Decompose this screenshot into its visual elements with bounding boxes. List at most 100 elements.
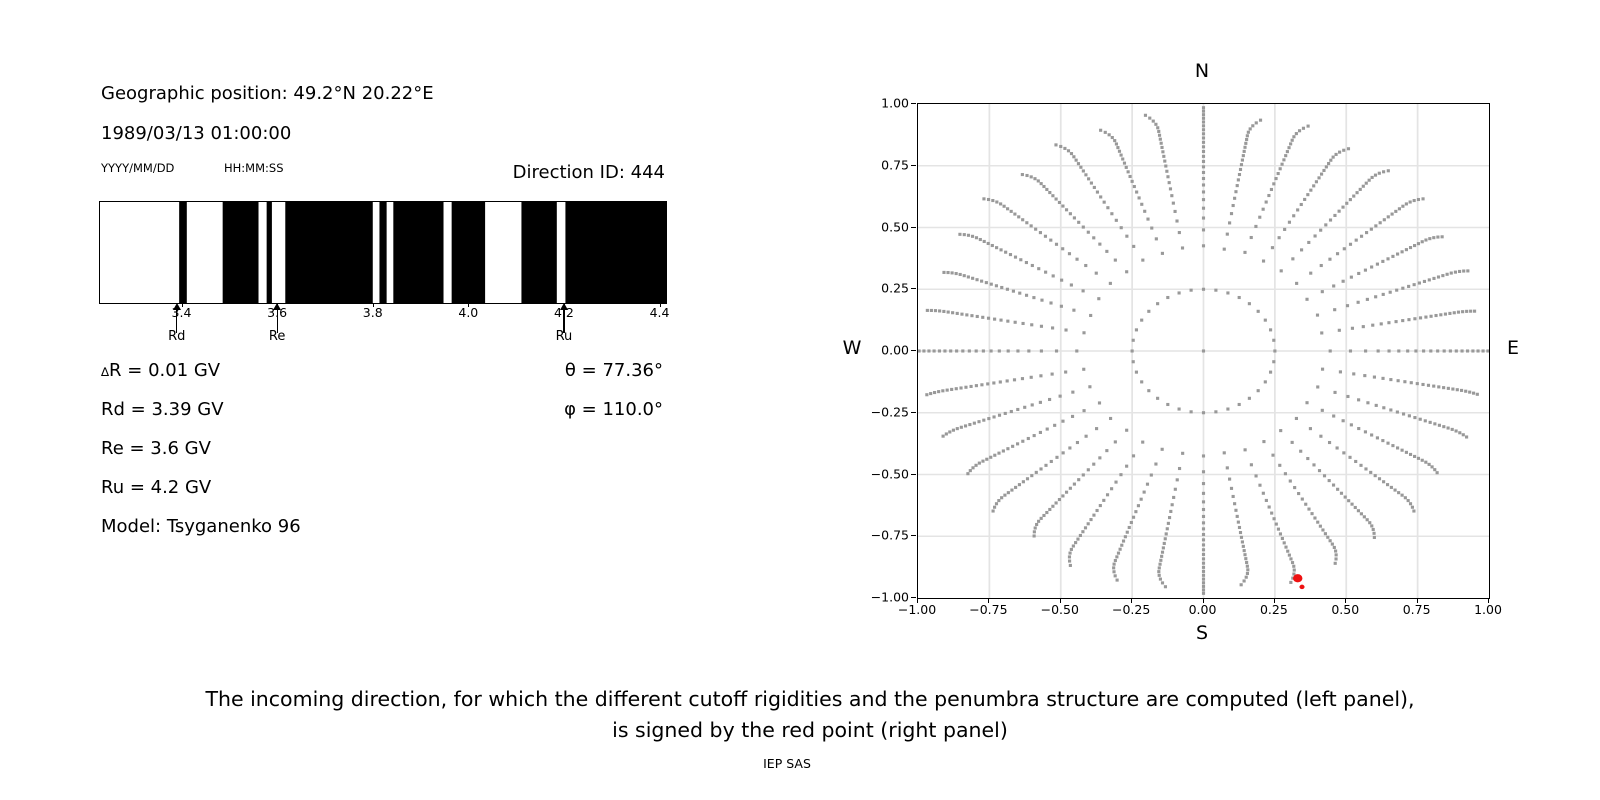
spoke-dot (1299, 248, 1304, 252)
compass-south-label: S (1195, 622, 1209, 644)
spoke-dot (1442, 349, 1446, 353)
scatter-y-tick (911, 411, 916, 413)
spoke-dot (1201, 149, 1206, 154)
spoke-dot (1129, 520, 1133, 525)
spoke-dot (1292, 572, 1296, 576)
ring-dot (1256, 309, 1260, 313)
spoke-dot (1033, 526, 1037, 530)
spoke-dot (1320, 408, 1324, 412)
spoke-dot (1081, 289, 1085, 293)
spoke-dot (986, 241, 990, 246)
spoke-dot (1124, 165, 1128, 169)
spoke-dot (1370, 175, 1374, 179)
spoke-dot (1237, 525, 1242, 530)
spoke-dot (1149, 473, 1153, 477)
spoke-dot (1092, 462, 1096, 466)
spoke-dot (958, 272, 962, 277)
spoke-dot (1465, 349, 1470, 353)
spoke-dot (1332, 545, 1336, 549)
spoke-dot (1348, 349, 1353, 353)
spoke-dot (1166, 175, 1170, 179)
spoke-dot (1006, 207, 1010, 211)
spoke-dot (986, 382, 990, 386)
scatter-x-tick (1488, 598, 1489, 603)
spoke-dot (1201, 128, 1206, 132)
spoke-dot (1368, 521, 1372, 525)
scatter-y-tick-label: −1.00 (870, 589, 909, 605)
spoke-dot (1317, 176, 1321, 180)
spoke-dot (1082, 331, 1086, 335)
spoke-dot (1242, 579, 1246, 583)
spoke-dot (1165, 527, 1169, 531)
spoke-dot (1241, 544, 1245, 548)
spoke-dot (1312, 463, 1316, 467)
spoke-dot (1068, 563, 1072, 567)
spoke-dot (1201, 577, 1206, 581)
spoke-dot (1348, 455, 1352, 459)
spoke-dot (1407, 414, 1411, 418)
spoke-dot (1064, 328, 1068, 332)
spoke-dot (1333, 390, 1337, 394)
spoke-dot (950, 271, 954, 275)
spoke-dot (1279, 269, 1283, 273)
spoke-dot (1245, 571, 1250, 576)
spoke-dot (941, 389, 945, 393)
spoke-dot (1412, 198, 1416, 203)
arrow-shaft (276, 309, 278, 333)
spoke-dot (962, 274, 966, 278)
ring-dot (1201, 287, 1206, 291)
spoke-dot (1422, 279, 1427, 283)
spoke-dot (1345, 201, 1349, 205)
spoke-dot (1032, 296, 1036, 300)
spoke-dot (962, 233, 966, 237)
spoke-dot (1382, 480, 1386, 484)
spoke-dot (1373, 474, 1377, 478)
spoke-dot (1355, 191, 1359, 195)
spoke-dot (1053, 423, 1057, 427)
spoke-dot (1365, 231, 1369, 235)
spoke-dot (1407, 318, 1411, 322)
spoke-dot (1244, 557, 1248, 561)
spoke-dot (937, 349, 942, 353)
spoke-dot (1364, 467, 1368, 471)
spoke-dot (1303, 197, 1307, 201)
spoke-dot (1025, 173, 1029, 178)
spoke-dot (1072, 155, 1076, 159)
scatter-x-tick-label: 0.75 (1402, 602, 1431, 617)
spoke-dot (1254, 474, 1258, 478)
ring-dot (1237, 295, 1241, 300)
spoke-dot (1032, 534, 1036, 538)
spoke-dot (1243, 250, 1247, 254)
spoke-dot (1170, 194, 1174, 198)
spoke-dot (1054, 349, 1059, 353)
spoke-dot (1460, 349, 1464, 353)
spoke-dot (1034, 470, 1038, 474)
spoke-dot (1078, 533, 1082, 538)
spoke-dot (1348, 198, 1352, 202)
scatter-x-tick-label: 0.25 (1259, 602, 1288, 617)
spoke-dot (1008, 253, 1013, 257)
spoke-dot (1074, 541, 1078, 545)
spoke-dot (1049, 301, 1053, 305)
spoke-dot (1125, 234, 1129, 238)
spoke-dot (946, 270, 950, 275)
spoke-dot (1114, 218, 1118, 222)
spoke-dot (1061, 419, 1065, 423)
ring-dot (1166, 295, 1170, 300)
spoke-dot (1039, 182, 1043, 186)
spoke-dot (1173, 487, 1177, 491)
spoke-dot (1201, 109, 1206, 113)
spoke-dot (1345, 304, 1350, 308)
spoke-dot (977, 420, 981, 424)
spoke-dot (1058, 394, 1062, 398)
ring-dot (1189, 288, 1193, 292)
spoke-dot (1017, 483, 1022, 487)
scatter-y-tick (911, 473, 916, 475)
spoke-dot (1201, 548, 1206, 552)
spoke-dot (975, 314, 979, 319)
spoke-dot (1168, 187, 1173, 191)
spoke-dot (963, 424, 968, 428)
spoke-dot (918, 349, 921, 353)
spoke-dot (1418, 316, 1423, 320)
spoke-dot (1422, 349, 1426, 353)
